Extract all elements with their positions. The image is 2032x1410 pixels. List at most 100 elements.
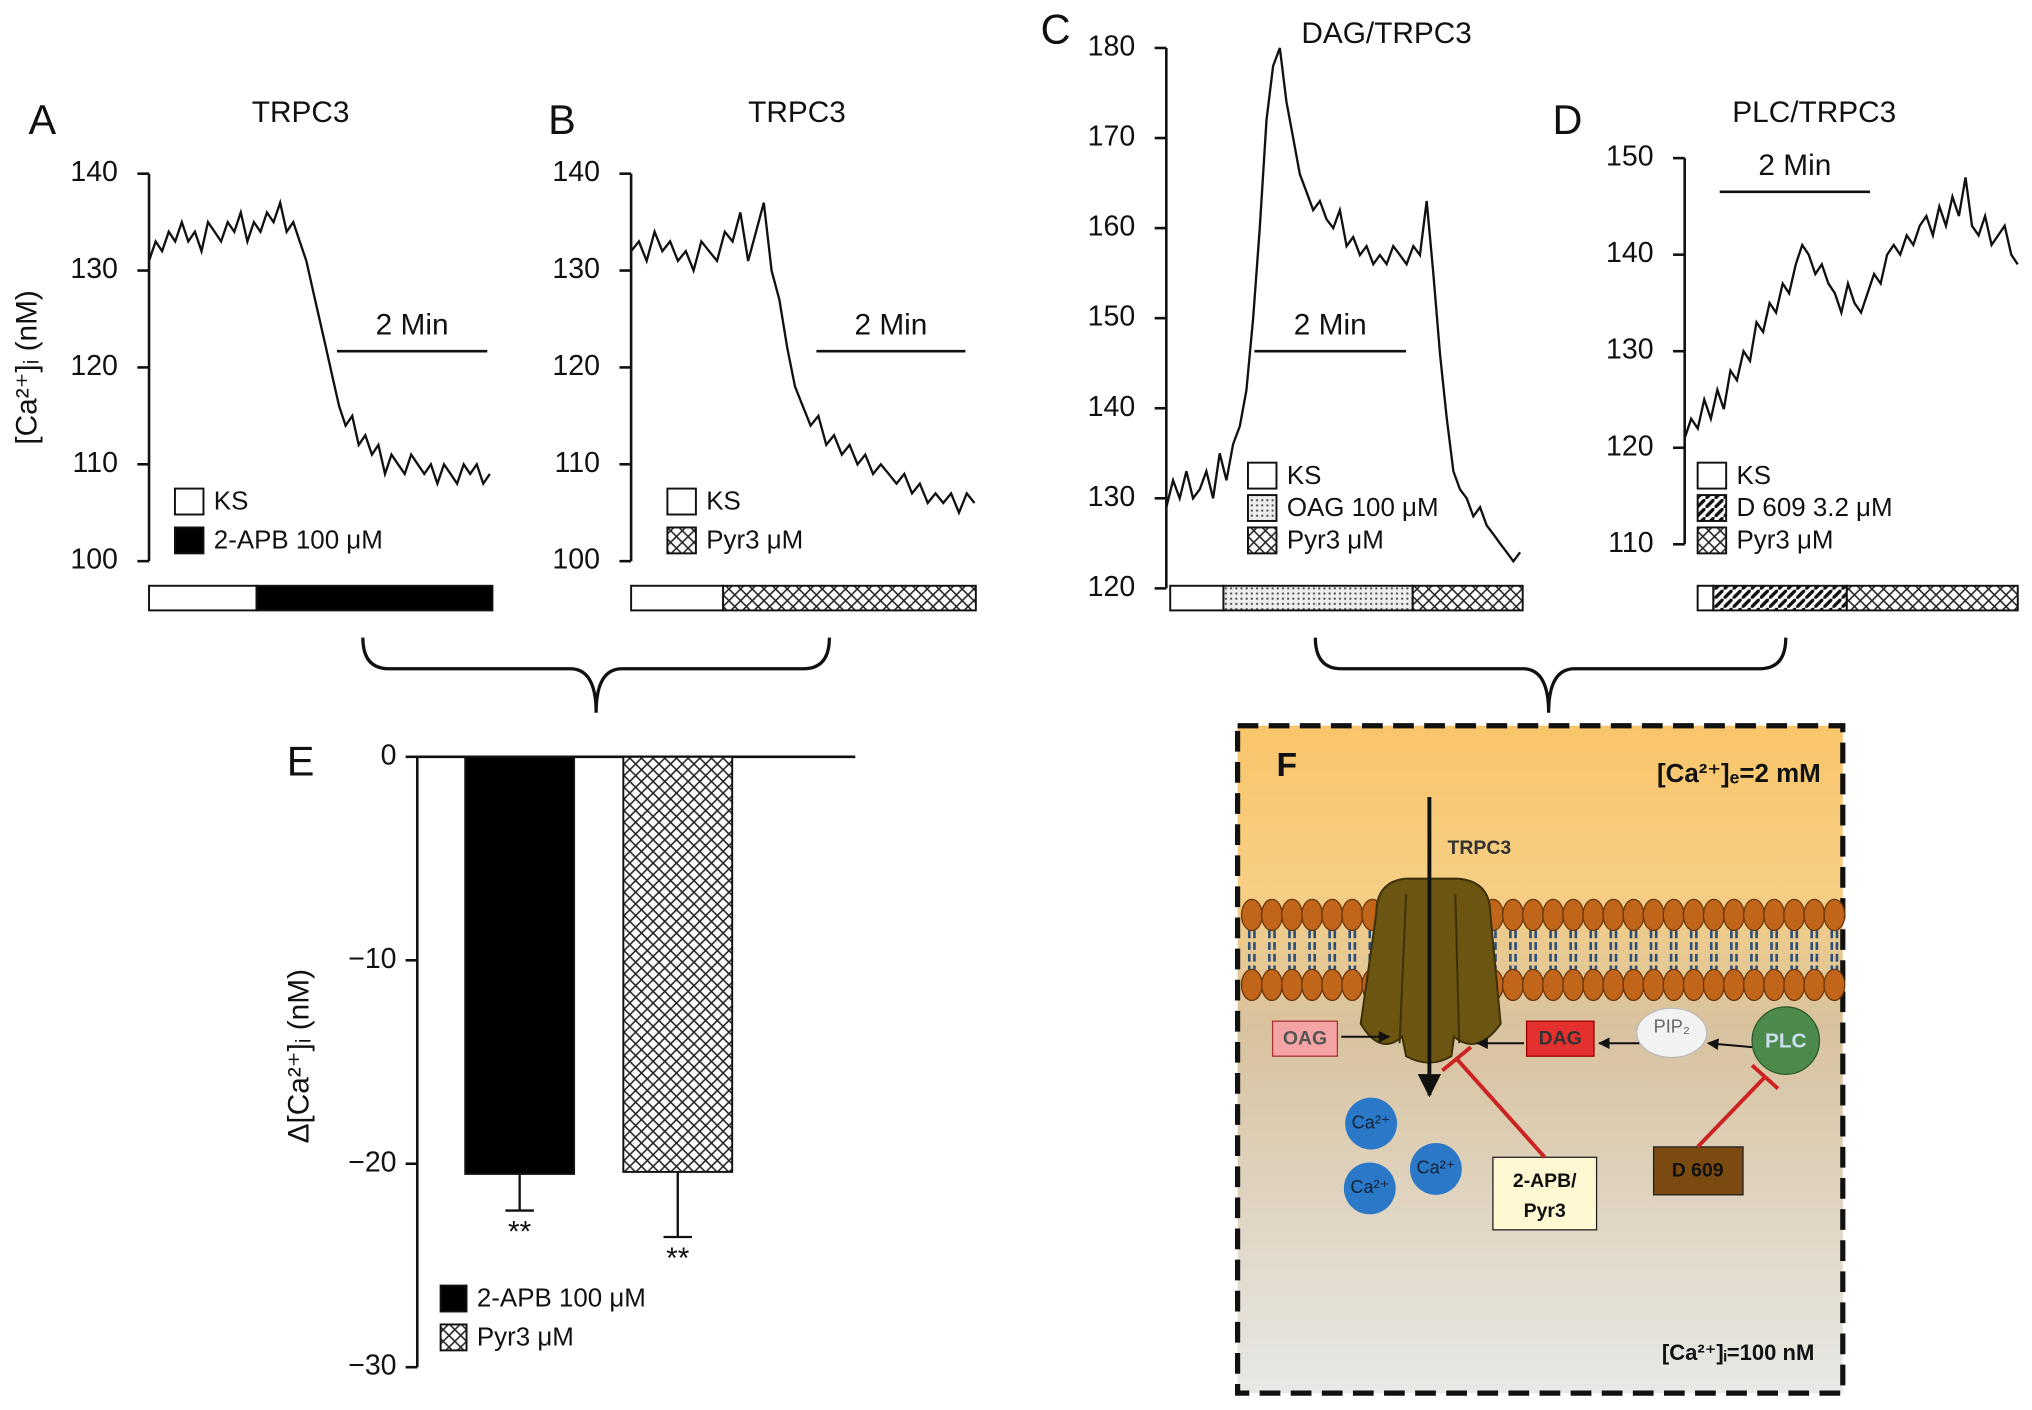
pip2-shape [1636,1007,1708,1059]
y-tick-label: 140 [1088,391,1136,423]
lipid-head [1823,898,1846,932]
scale-bar-label: 2 Min [376,308,449,341]
lipid-head [1522,898,1545,932]
lipid-head [1622,968,1645,1002]
y-tick-label: 150 [1088,301,1136,333]
legend-swatch [173,526,205,555]
lipid-head [1240,968,1263,1002]
y-tick-label: 130 [1606,334,1654,366]
plc-label: PLC [1765,1029,1806,1052]
legend-label: KS [1737,462,1772,490]
y-tick-label: 120 [70,350,118,382]
lipid-head [1301,968,1324,1002]
y-tick-label: 110 [72,447,117,479]
lipid-head [1803,898,1826,932]
y-tick-label: 100 [552,544,600,576]
lipid-head [1662,898,1685,932]
lipid-head [1542,968,1565,1002]
error-bar [663,1171,693,1239]
panel-label: D [1553,96,1583,143]
chart-title: DAG/TRPC3 [1301,17,1472,50]
activation-arrows [1341,1030,1753,1050]
ion-label: Ca²⁺ [1352,1112,1391,1132]
dag-label: DAG [1539,1027,1582,1049]
lipid-head [1823,968,1846,1002]
lipid-head [1763,898,1786,932]
y-tick-label: 120 [1088,571,1136,603]
y-axis-label: Δ[Ca²⁺]ᵢ (nM) [283,969,316,1143]
legend-swatch [1696,526,1728,555]
inhibitor-label: 2-APB/ [1513,1170,1577,1192]
trace [630,202,976,516]
bar [464,755,576,1175]
legend-swatch [1696,461,1728,490]
diagram-frame [1235,723,1846,1396]
legend-swatch [173,487,205,516]
lipid-head [1702,968,1725,1002]
significance: ** [508,1216,532,1249]
legend-label: 2-APB 100 μM [214,527,383,555]
legend-label: 2-APB 100 μM [477,1285,646,1313]
treatment-bar [255,584,494,612]
lipid-head [1743,898,1766,932]
lipid-head [1722,898,1745,932]
brace [1313,637,1788,713]
lipid-head [1662,968,1685,1002]
lipid-head [1341,898,1364,932]
panel-label: A [29,96,57,143]
legend-swatch [1246,526,1278,555]
lipid-head [1501,968,1524,1002]
treatment-bar [1222,584,1414,612]
y-tick-label: 180 [1088,31,1136,63]
lipid-head [1281,898,1304,932]
lipid-head [1602,898,1625,932]
legend-label: Pyr3 μM [706,527,803,555]
y-tick-label: 110 [555,447,600,479]
y-tick-label: −10 [348,943,396,975]
lipid-head [1562,968,1585,1002]
treatment-bar [1696,584,1715,612]
lipid-head [1260,898,1283,932]
legend-swatch [1246,494,1278,522]
treatment-bar [148,584,258,612]
significance: ** [666,1242,690,1275]
pip2-label: PIP₂ [1654,1016,1690,1036]
y-tick-label: 100 [70,544,118,576]
lipid-head [1281,968,1304,1002]
lipid-head [1642,968,1665,1002]
lipid-head [1562,898,1585,932]
d609-box [1652,1146,1744,1196]
legend-swatch [1246,461,1278,490]
lipid-head [1783,968,1806,1002]
legend-label: KS [1287,462,1322,490]
inhibition-lines [1441,1045,1780,1159]
y-tick-label: 130 [1088,481,1136,513]
panel-label: C [1041,5,1071,52]
y-tick-label: 140 [1606,237,1654,269]
legend-swatch [666,526,697,555]
trace [147,198,491,488]
trace [1165,47,1522,564]
lipid-head [1301,898,1324,932]
lipid-head [1602,968,1625,1002]
y-tick-label: 150 [1606,141,1654,173]
scale-bar-label: 2 Min [1758,149,1831,182]
lipid-head [1501,898,1524,932]
extracellular-ca: [Ca²⁺]ₑ=2 mM [1657,760,1821,788]
intracellular-ca: [Ca²⁺]ᵢ=100 nM [1662,1340,1814,1365]
y-tick-label: 140 [552,156,600,188]
legend-label: Pyr3 μM [477,1324,574,1352]
lipid-head [1582,898,1605,932]
scale-bar-label: 2 Min [855,308,928,341]
y-tick-label: 170 [1088,121,1136,153]
lipid-head [1622,898,1645,932]
legend-label: KS [214,488,249,516]
lipid-head [1582,968,1605,1002]
lipid-head [1743,968,1766,1002]
lipid-head [1803,968,1826,1002]
y-tick-label: 120 [552,350,600,382]
lipid-head [1722,968,1745,1002]
plc-shape [1751,1006,1821,1075]
